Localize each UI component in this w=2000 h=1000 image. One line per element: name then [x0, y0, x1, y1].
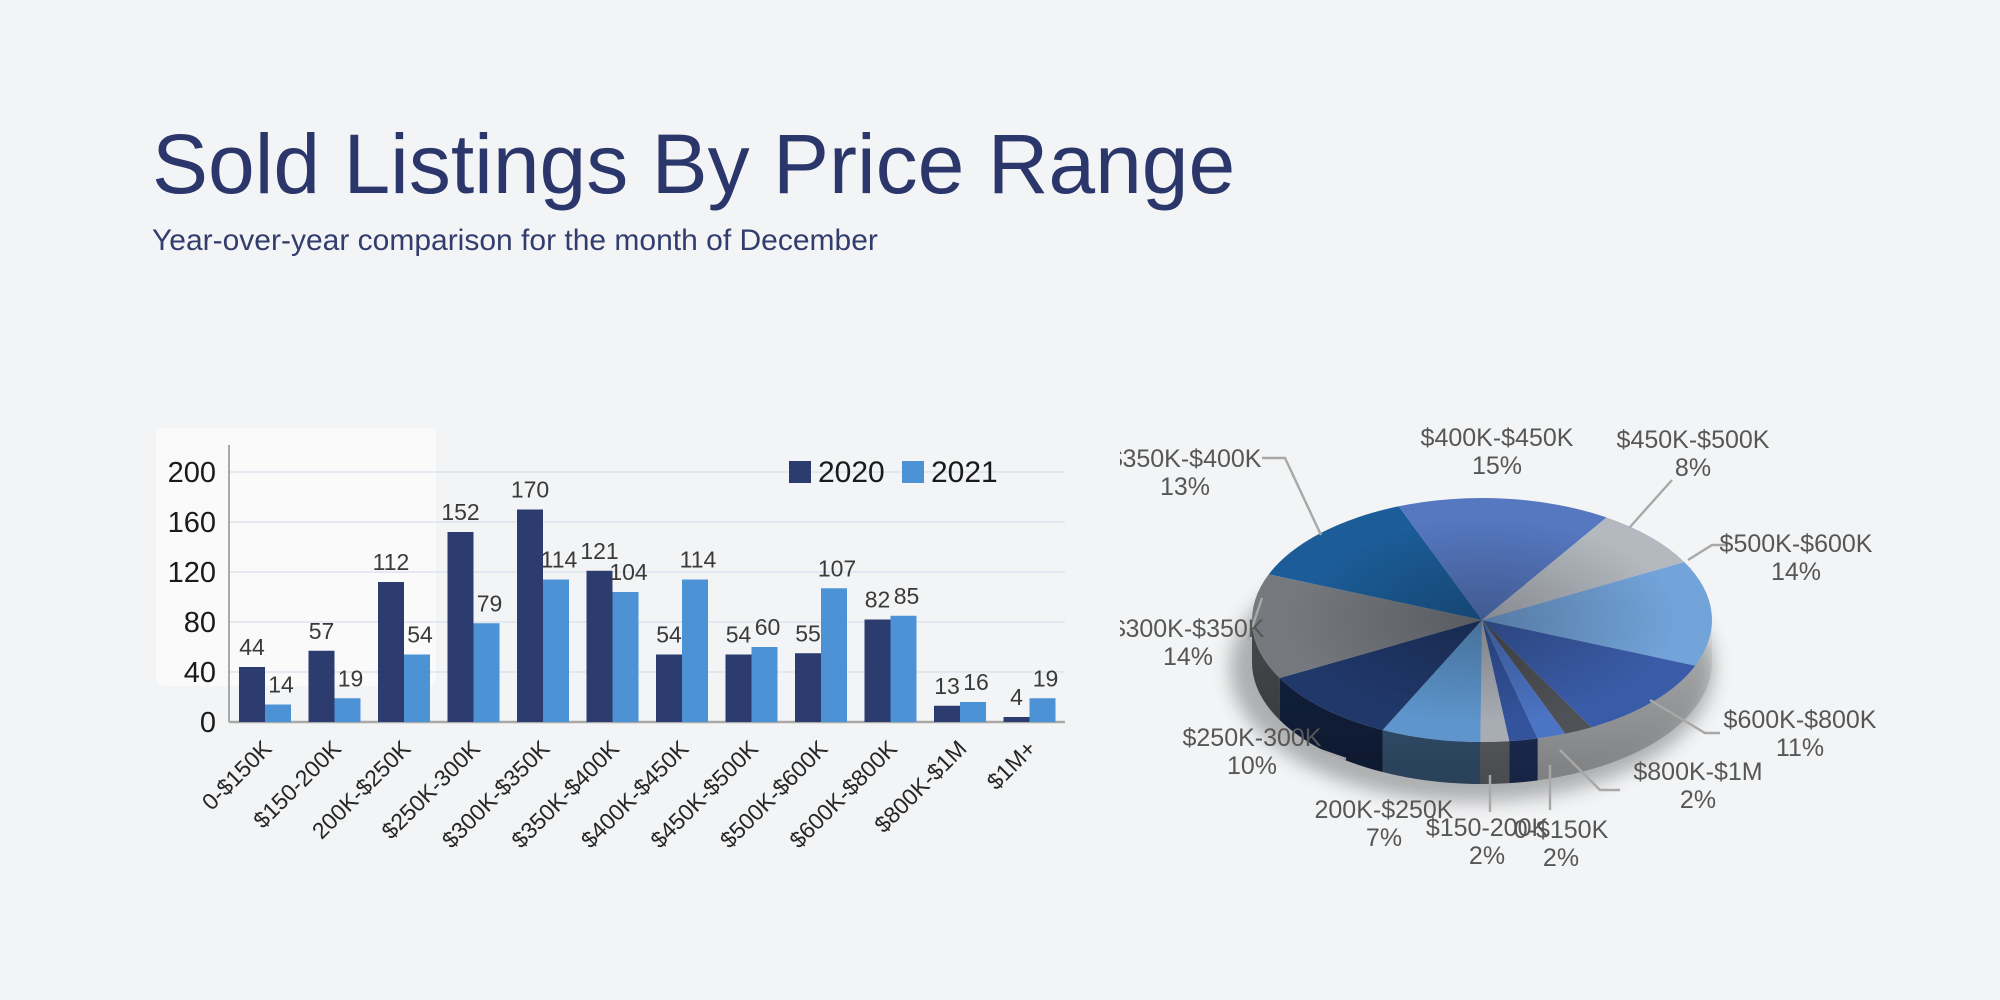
bar-value-label: 79 — [477, 590, 503, 616]
bar-value-label: 85 — [894, 583, 920, 609]
pie-slice-label-8: $500K-$600K 14% — [1720, 530, 1873, 586]
bar-value-label: 13 — [934, 673, 960, 699]
bar-2021-8 — [821, 588, 847, 722]
bar-2020-4 — [517, 509, 543, 722]
pie-leader-line-8 — [1687, 543, 1728, 562]
pie-slice-label-6: $400K-$450K 15% — [1421, 424, 1574, 480]
bar-value-label: 54 — [726, 622, 752, 648]
pie-chart: 0-$150K 2% $150-200K 2% 200K-$250K 7% $250K-30… — [1109, 380, 2000, 905]
legend-swatch-2021 — [902, 461, 924, 483]
pie-slice-label-1: $150-200K 2% — [1426, 814, 1549, 870]
bar-2020-2 — [378, 582, 404, 722]
y-axis-tick-label: 0 — [200, 707, 216, 739]
pie-leader-line-5 — [1262, 456, 1323, 536]
pie-slice-label-3: $250K-300K 10% — [1182, 724, 1321, 780]
bar-2021-4 — [543, 579, 569, 722]
pie-slice-wall-0 — [1509, 738, 1538, 784]
category-label: $1M+ — [982, 735, 1042, 795]
bar-2021-2 — [404, 654, 430, 722]
y-axis-tick-label: 40 — [184, 657, 216, 689]
pie-leader-line-7 — [1629, 479, 1673, 528]
bar-2021-0 — [265, 704, 291, 722]
legend-swatch-2020 — [789, 461, 811, 483]
bar-2020-6 — [656, 654, 682, 722]
bar-value-label: 55 — [795, 620, 821, 646]
bar-value-label: 16 — [963, 669, 989, 695]
bar-value-label: 60 — [755, 614, 781, 640]
pie-leader-line-9 — [1649, 698, 1720, 735]
y-axis-tick-label: 200 — [168, 457, 216, 489]
page-title: Sold Listings By Price Range — [152, 117, 1236, 211]
bar-2020-10 — [934, 705, 960, 722]
bar-value-label: 114 — [541, 547, 578, 573]
legend-label-2021: 2021 — [931, 456, 998, 489]
bar-chart-svg: 0408012016020044140-$150K5719$150-200K11… — [156, 428, 1065, 853]
bar-value-label: 112 — [373, 549, 410, 575]
pie-slice-label-0: 0-$150K 2% — [1514, 816, 1609, 872]
y-axis-tick-label: 120 — [168, 557, 216, 589]
bar-value-label: 170 — [511, 477, 549, 503]
bar-value-label: 121 — [580, 538, 618, 564]
bar-value-label: 54 — [656, 622, 682, 648]
bar-value-label: 14 — [268, 672, 294, 698]
bar-2020-7 — [725, 654, 752, 722]
bar-value-label: 54 — [407, 622, 433, 648]
bar-value-label: 114 — [680, 547, 717, 573]
bar-2020-9 — [864, 619, 891, 722]
bar-value-label: 82 — [865, 587, 891, 613]
bar-value-label: 4 — [1010, 684, 1023, 710]
bar-value-label: 57 — [309, 618, 335, 644]
pie-slice-label-2: 200K-$250K 7% — [1314, 796, 1453, 852]
pie-leader-line-10 — [1559, 749, 1620, 792]
bar-2021-10 — [960, 702, 986, 722]
bar-value-label: 104 — [609, 559, 648, 585]
bar-2020-0 — [239, 667, 265, 722]
y-axis-tick-label: 160 — [168, 507, 216, 539]
pie-slice-label-9: $600K-$800K 11% — [1724, 706, 1877, 762]
page-subtitle: Year-over-year comparison for the month … — [152, 224, 878, 258]
pie-slice-label-7: $450K-$500K 8% — [1617, 426, 1770, 482]
bar-2021-7 — [751, 647, 778, 722]
pie-slice-label-4: $300K-$350K 14% — [1120, 615, 1265, 671]
bar-value-label: 44 — [239, 634, 265, 660]
bar-2021-6 — [682, 579, 708, 722]
bar-value-label: 107 — [818, 555, 856, 581]
pie-chart-svg: 0-$150K 2%$150-200K 2%200K-$250K 7% $250K-30… — [1109, 424, 1877, 872]
bar-2020-11 — [1003, 717, 1030, 722]
legend-label-2020: 2020 — [818, 456, 885, 489]
pie-slice-wall-1 — [1480, 741, 1510, 784]
bar-value-label: 152 — [441, 499, 479, 525]
bar-2021-5 — [612, 592, 639, 722]
bar-2020-8 — [795, 653, 821, 722]
bar-value-label: 19 — [1033, 665, 1059, 691]
bar-2020-3 — [447, 532, 474, 722]
bar-2021-11 — [1029, 698, 1056, 722]
bar-2021-1 — [334, 698, 361, 722]
bar-2020-1 — [308, 650, 335, 722]
bar-value-label: 19 — [338, 665, 364, 691]
bar-chart: 0 40 80 120 160 200 44 14 0-$150K 57 19 $150-200K 11… — [130, 398, 1120, 903]
pie-slice-label-10: $800K-$1M 2% — [1633, 758, 1762, 814]
pie-leader-line-3 — [1319, 748, 1347, 761]
pie-slice-label-5: $350K-$400K 13% — [1120, 445, 1262, 501]
pie-leader-line-4 — [1246, 597, 1264, 641]
bar-2021-9 — [890, 615, 917, 722]
bar-2021-3 — [473, 623, 500, 722]
header: Sold Listings By Price Range Year-over-y… — [152, 118, 1235, 258]
y-axis-tick-label: 80 — [184, 607, 216, 639]
bar-2020-5 — [586, 570, 613, 722]
